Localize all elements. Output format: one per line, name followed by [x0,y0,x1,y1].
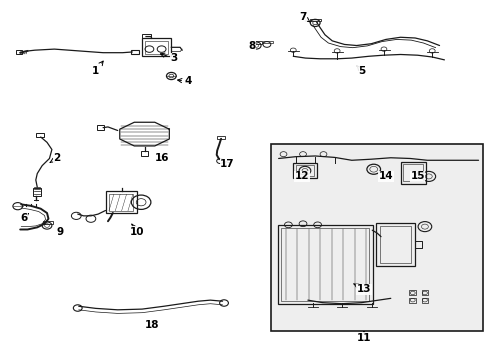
Bar [408,291,415,296]
Bar [310,19,321,22]
Bar [109,194,133,211]
Bar [42,221,53,224]
Bar [408,298,415,303]
Bar [16,50,22,54]
Bar [36,134,43,137]
Text: 8: 8 [248,41,255,50]
Text: 2: 2 [50,153,61,163]
Bar [421,291,427,296]
Bar [141,150,148,156]
Bar [403,164,422,181]
Text: 3: 3 [160,53,177,63]
Text: 9: 9 [57,227,63,237]
Bar [97,126,104,130]
Text: 10: 10 [130,224,144,237]
Bar [142,39,171,56]
Bar [277,225,372,304]
Text: 4: 4 [177,76,192,86]
Bar [131,50,139,54]
Text: 7: 7 [299,12,309,22]
Bar [375,223,414,266]
Text: 15: 15 [409,171,424,181]
Bar [217,135,224,139]
Bar [263,41,272,42]
Bar [105,192,137,213]
Text: 13: 13 [353,284,370,294]
Text: 1: 1 [92,61,103,76]
Bar [293,163,316,178]
Text: 18: 18 [144,320,159,330]
Bar [421,298,427,303]
Text: 12: 12 [294,171,308,181]
Text: 5: 5 [356,66,365,76]
Bar [144,41,167,54]
Bar [296,165,313,176]
Bar [400,162,425,184]
Text: 6: 6 [20,213,28,222]
Bar [142,34,151,38]
Text: 14: 14 [378,171,392,181]
Text: 16: 16 [154,153,168,163]
Bar [379,226,410,263]
Bar [33,188,41,196]
Text: 11: 11 [356,332,370,343]
Bar [252,41,262,44]
Bar [281,228,368,301]
Text: 17: 17 [220,159,234,169]
Bar [271,144,483,330]
